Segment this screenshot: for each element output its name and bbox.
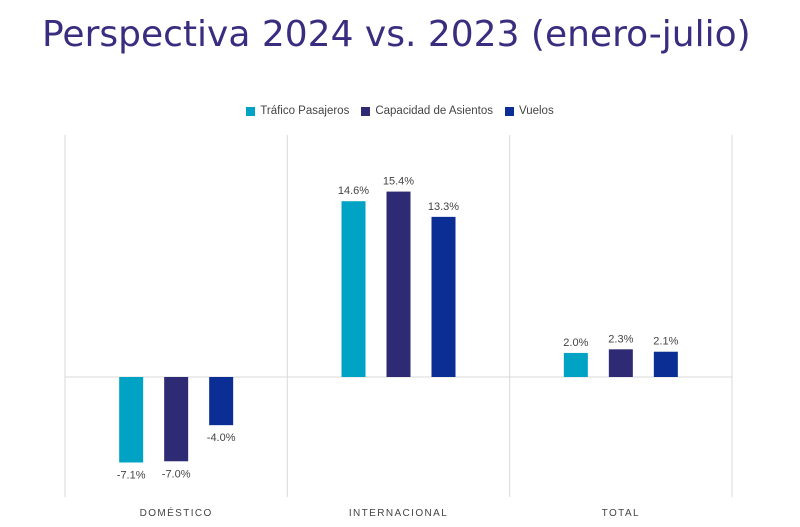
page-title: Perspectiva 2024 vs. 2023 (enero-julio): [42, 14, 751, 55]
data-label: 2.1%: [653, 336, 678, 348]
data-label: 13.3%: [428, 201, 459, 213]
bar-2-0: [563, 352, 588, 377]
legend-item-trafico: Tráfico Pasajeros: [246, 105, 349, 117]
data-label: -4.0%: [207, 432, 236, 444]
category-label: DOMÉSTICO: [140, 506, 213, 519]
data-label: -7.1%: [117, 469, 146, 481]
category-label: TOTAL: [602, 508, 640, 519]
data-label: 2.0%: [563, 337, 588, 349]
data-label: 2.3%: [608, 333, 633, 345]
bar-1-0: [341, 201, 366, 377]
legend-swatch-trafico: [246, 106, 256, 116]
legend-label-trafico: Tráfico Pasajeros: [260, 105, 350, 117]
bar-0-0: [119, 377, 144, 463]
data-label: 14.6%: [338, 185, 369, 197]
legend-swatch-capacidad: [361, 106, 371, 116]
bar-2-1: [608, 349, 633, 377]
legend-item-vuelos: Vuelos: [504, 105, 554, 117]
legend-label-vuelos: Vuelos: [518, 105, 554, 117]
bar-0-2: [209, 377, 234, 426]
data-label: -7.0%: [162, 468, 191, 480]
bar-1-1: [386, 191, 411, 377]
data-label: 15.4%: [383, 176, 414, 188]
legend-item-capacidad: Capacidad de Asientos: [361, 105, 493, 117]
bar-0-1: [164, 377, 189, 462]
bar-2-2: [653, 351, 678, 377]
legend-label-capacidad: Capacidad de Asientos: [375, 105, 493, 117]
chart-legend: Tráfico Pasajeros Capacidad de Asientos …: [0, 105, 800, 117]
bar-1-2: [431, 216, 456, 377]
category-label: INTERNACIONAL: [349, 508, 448, 519]
legend-swatch-vuelos: [504, 106, 514, 116]
